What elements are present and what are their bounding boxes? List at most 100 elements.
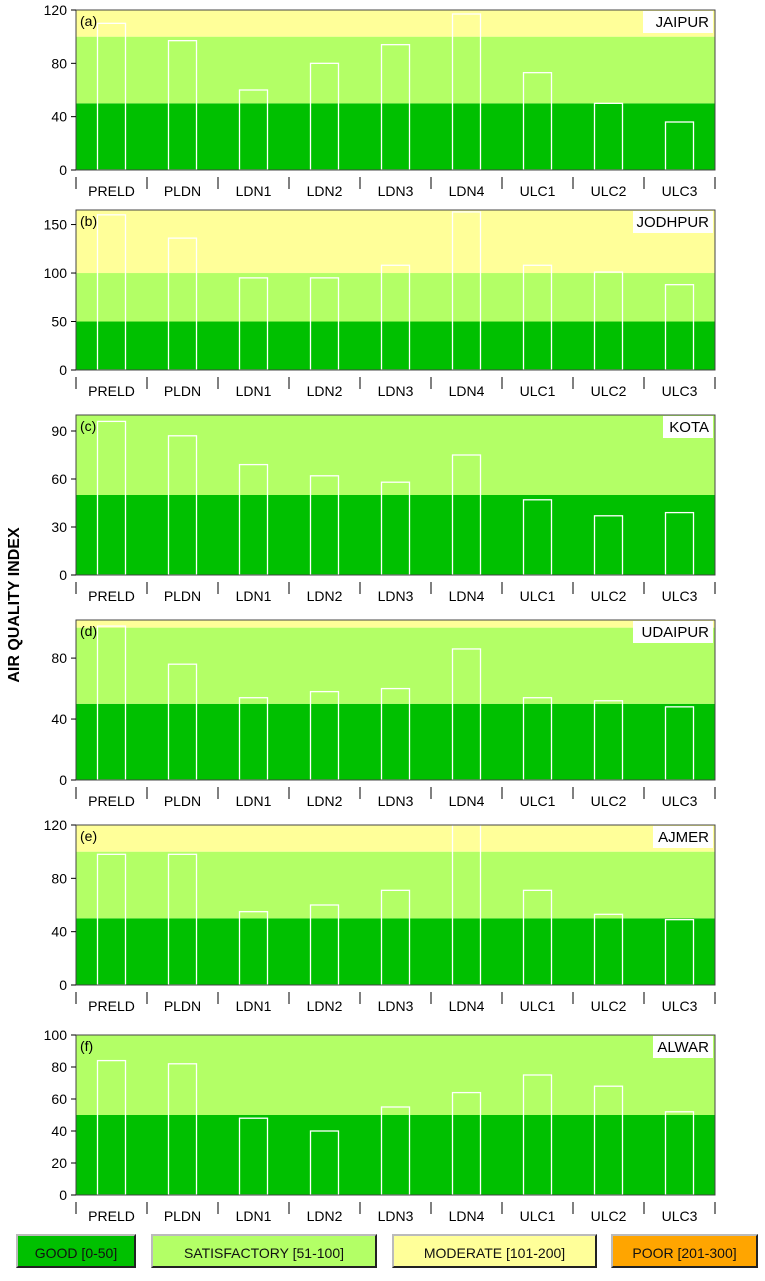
x-tick-label: PLDN bbox=[164, 793, 201, 809]
x-tick-label: LDN3 bbox=[378, 793, 414, 809]
x-tick-label: ULC1 bbox=[520, 588, 556, 604]
y-tick-label: 120 bbox=[44, 817, 68, 833]
city-label: JODHPUR bbox=[636, 214, 709, 231]
x-tick-label: ULC2 bbox=[591, 383, 627, 399]
panel-kota: 0 30 60 90 PRELD PLDN LDN1 LDN2 LDN3 LDN4 ULC1 ULC2… bbox=[51, 414, 716, 604]
x-tick-label: LDN1 bbox=[236, 998, 272, 1014]
y-tick-label: 0 bbox=[59, 362, 67, 378]
x-tick-label: LDN4 bbox=[449, 793, 485, 809]
x-tick-label: LDN4 bbox=[449, 588, 485, 604]
x-tick-label: LDN3 bbox=[378, 588, 414, 604]
x-tick-label: ULC2 bbox=[591, 793, 627, 809]
x-tick-label: ULC3 bbox=[662, 588, 698, 604]
city-label-box bbox=[653, 826, 713, 848]
x-tick-label: LDN3 bbox=[378, 183, 414, 199]
x-tick-label: LDN1 bbox=[236, 383, 272, 399]
x-tick-label: ULC3 bbox=[662, 383, 698, 399]
y-tick-label: 30 bbox=[51, 519, 67, 535]
panel-alwar: 0 20 40 60 80 100 PRELD PLDN LDN1 LDN2 LDN3 LDN4 ULC… bbox=[44, 1027, 716, 1224]
y-axis-label: AIR QUALITY INDEX bbox=[6, 527, 23, 683]
x-tick-label: LDN3 bbox=[378, 383, 414, 399]
x-tick-label: ULC3 bbox=[662, 793, 698, 809]
city-label: AJMER bbox=[658, 829, 709, 846]
x-tick-label: LDN1 bbox=[236, 1208, 272, 1224]
band-good bbox=[76, 495, 715, 575]
y-tick-label: 0 bbox=[59, 162, 67, 178]
panel-ajmer: 0 40 80 120 PRELD PLDN LDN1 LDN2 LDN3 LDN4 ULC1 ULC… bbox=[44, 817, 716, 1014]
x-tick-label: LDN1 bbox=[236, 793, 272, 809]
band-moderate bbox=[76, 825, 715, 852]
y-tick-label: 80 bbox=[51, 55, 67, 71]
y-tick-label: 120 bbox=[44, 2, 68, 18]
legend-moderate: MODERATE [101-200] bbox=[392, 1234, 597, 1268]
y-tick-label: 40 bbox=[51, 1123, 67, 1139]
x-tick-label: PRELD bbox=[88, 183, 135, 199]
band-moderate bbox=[76, 620, 715, 628]
band-good bbox=[76, 103, 715, 170]
x-tick-label: ULC3 bbox=[662, 183, 698, 199]
y-tick-label: 60 bbox=[51, 471, 67, 487]
city-label: UDAIPUR bbox=[641, 624, 709, 641]
band-good bbox=[76, 321, 715, 370]
city-label: JAIPUR bbox=[656, 14, 710, 31]
y-tick-label: 100 bbox=[44, 265, 68, 281]
panel-tag: (d) bbox=[80, 623, 97, 639]
x-tick-label: ULC1 bbox=[520, 1208, 556, 1224]
legend-satisfactory: SATISFACTORY [51-100] bbox=[151, 1234, 377, 1268]
x-tick-label: ULC2 bbox=[591, 1208, 627, 1224]
y-tick-label: 80 bbox=[51, 1059, 67, 1075]
y-tick-label: 80 bbox=[51, 650, 67, 666]
y-tick-label: 20 bbox=[51, 1155, 67, 1171]
y-tick-label: 0 bbox=[59, 567, 67, 583]
x-tick-label: PRELD bbox=[88, 383, 135, 399]
plot-frame bbox=[75, 209, 716, 371]
band-good bbox=[76, 703, 715, 780]
city-label-box bbox=[633, 621, 713, 643]
plot-frame bbox=[75, 414, 716, 576]
x-tick-label: PRELD bbox=[88, 998, 135, 1014]
band-moderate bbox=[76, 210, 715, 274]
x-tick-label: PLDN bbox=[164, 998, 201, 1014]
plot-frame bbox=[75, 824, 716, 986]
plot-frame bbox=[75, 619, 716, 781]
plot-frame bbox=[75, 1034, 716, 1196]
x-tick-label: PLDN bbox=[164, 183, 201, 199]
city-label-box bbox=[633, 211, 713, 233]
x-tick-label: ULC3 bbox=[662, 1208, 698, 1224]
x-tick-label: ULC1 bbox=[520, 793, 556, 809]
x-tick-label: PRELD bbox=[88, 588, 135, 604]
y-tick-label: 90 bbox=[51, 423, 67, 439]
legend-good: GOOD [0-50] bbox=[16, 1234, 136, 1268]
y-tick-label: 40 bbox=[51, 109, 67, 125]
band-satisfactory bbox=[76, 851, 715, 919]
band-satisfactory bbox=[76, 36, 715, 104]
x-tick-label: LDN3 bbox=[378, 998, 414, 1014]
x-tick-label: LDN2 bbox=[307, 793, 343, 809]
band-satisfactory bbox=[76, 273, 715, 322]
x-tick-label: LDN2 bbox=[307, 383, 343, 399]
y-tick-label: 40 bbox=[51, 924, 67, 940]
aqi-figure: AIR QUALITY INDEX 0 40 80 120 PRELD PLDN LDN1 L… bbox=[6, 2, 716, 1224]
x-tick-label: LDN4 bbox=[449, 383, 485, 399]
panel-jodhpur: 0 50 100 150 PRELD PLDN LDN1 LDN2 LDN3 LDN4 ULC1 UL… bbox=[44, 209, 716, 399]
x-tick-label: LDN2 bbox=[307, 183, 343, 199]
panel-udaipur: 0 40 80 PRELD PLDN LDN1 LDN2 LDN3 LDN4 ULC1 ULC2 UL… bbox=[51, 619, 716, 809]
panel-tag: (f) bbox=[80, 1038, 93, 1054]
y-tick-label: 150 bbox=[44, 217, 68, 233]
y-tick-label: 50 bbox=[51, 314, 67, 330]
x-tick-label: ULC1 bbox=[520, 383, 556, 399]
y-tick-label: 0 bbox=[59, 1187, 67, 1203]
x-tick-label: ULC1 bbox=[520, 998, 556, 1014]
x-tick-label: LDN4 bbox=[449, 183, 485, 199]
city-label-box bbox=[653, 1036, 713, 1058]
x-tick-label: LDN4 bbox=[449, 1208, 485, 1224]
x-tick-label: ULC1 bbox=[520, 183, 556, 199]
panel-tag: (c) bbox=[80, 418, 96, 434]
x-tick-label: PLDN bbox=[164, 1208, 201, 1224]
panel-tag: (a) bbox=[80, 13, 97, 29]
city-label-box bbox=[643, 11, 713, 33]
city-label: KOTA bbox=[669, 419, 709, 436]
panel-tag: (e) bbox=[80, 828, 97, 844]
x-tick-label: ULC3 bbox=[662, 998, 698, 1014]
y-tick-label: 100 bbox=[44, 1027, 68, 1043]
